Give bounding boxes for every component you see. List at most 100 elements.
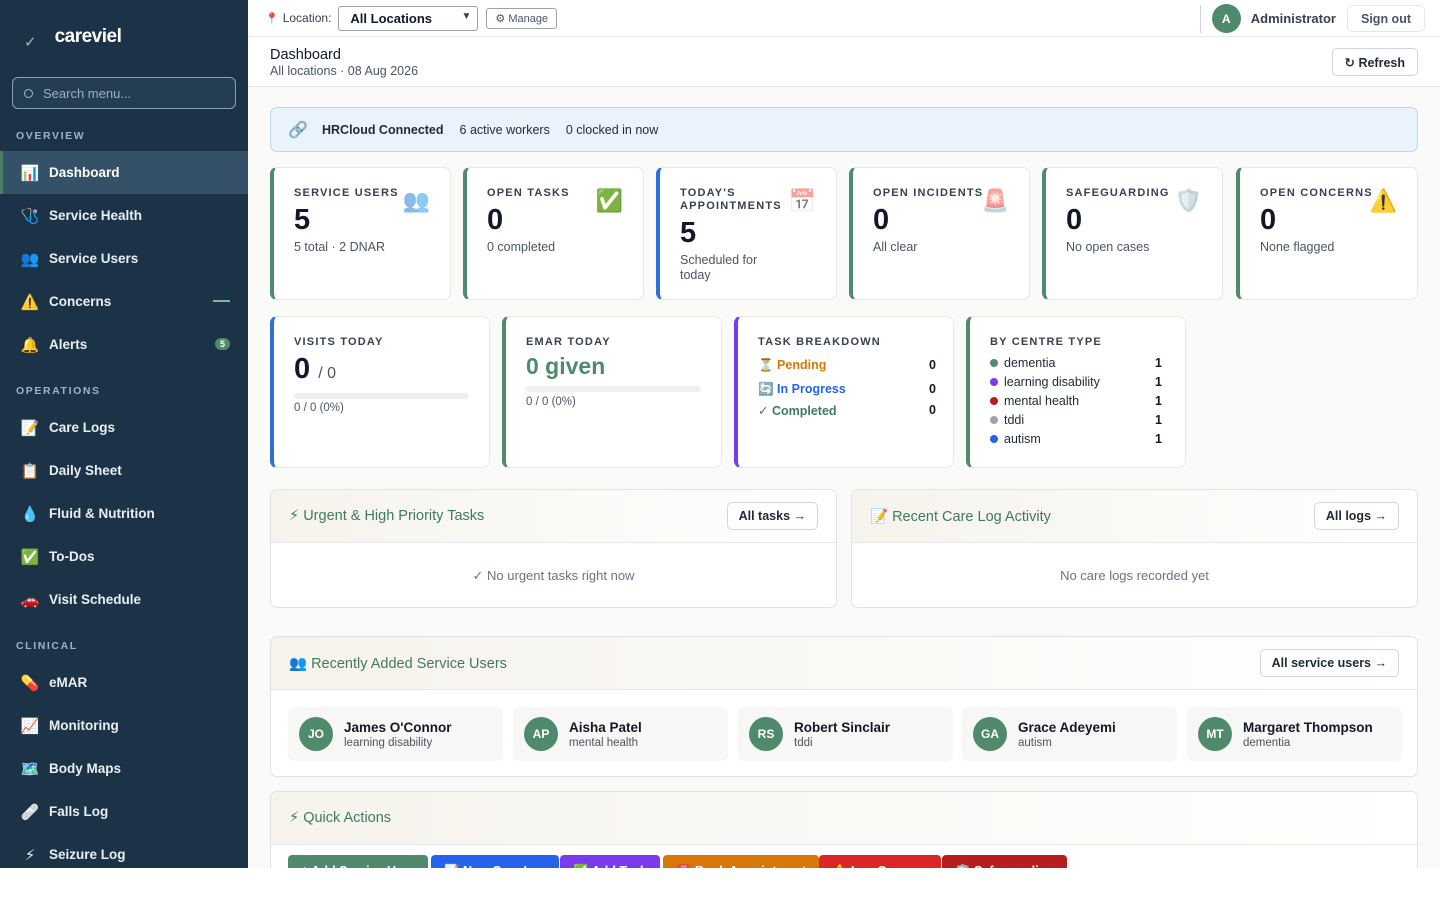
- sidebar-item-fluid-nutrition[interactable]: 💧 Fluid & Nutrition: [0, 492, 248, 535]
- stat-label: TASK BREAKDOWN: [758, 336, 881, 348]
- sidebar-item-todos[interactable]: ✅ To-Dos: [0, 535, 248, 578]
- sidebar-item-falls-log[interactable]: 🩹 Falls Log: [0, 790, 248, 833]
- sidebar-item-daily-sheet[interactable]: 📋 Daily Sheet: [0, 449, 248, 492]
- link-icon: 🔗: [288, 121, 308, 139]
- sidebar-item-label: Daily Sheet: [49, 463, 122, 478]
- location-select[interactable]: All Locations ▼: [338, 5, 479, 31]
- safeguarding-button[interactable]: 🛡️ Safeguarding: [942, 855, 1067, 868]
- alerts-count-badge: 5: [214, 338, 230, 350]
- user-area: A Administrator Sign out: [1199, 0, 1440, 37]
- search-input[interactable]: [43, 85, 223, 101]
- bell-icon: 🔔: [20, 336, 40, 354]
- service-user-name: James O'Connor: [344, 720, 452, 735]
- visits-progress-bar: [294, 393, 469, 399]
- log-concern-button[interactable]: ⚠️ Log Concern: [819, 855, 942, 868]
- task-status-label: 🔄 In Progress: [758, 382, 846, 396]
- stat-value: 0: [487, 204, 504, 236]
- all-logs-button[interactable]: All logs →: [1313, 502, 1399, 530]
- sidebar-item-visit-schedule[interactable]: 🚗 Visit Schedule: [0, 578, 248, 621]
- sidebar-item-label: Monitoring: [49, 718, 119, 733]
- search-box[interactable]: [12, 77, 236, 109]
- task-count: 0: [929, 403, 936, 417]
- clocked-in: 0 clocked in now: [565, 122, 659, 137]
- legend-dot: [990, 378, 998, 386]
- centre-type-label: autism: [1004, 432, 1041, 446]
- map-icon: 🗺️: [20, 760, 40, 778]
- all-tasks-button[interactable]: All tasks →: [726, 502, 818, 530]
- sidebar-item-monitoring[interactable]: 📈 Monitoring: [0, 704, 248, 747]
- add-task-button[interactable]: ✅ Add Task: [560, 855, 660, 868]
- panel-header: 👥 Recently Added Service Users All servi…: [271, 637, 1417, 690]
- service-user-card[interactable]: MT Margaret Thompson dementia: [1187, 707, 1402, 761]
- manage-locations-button[interactable]: ⚙ Manage: [486, 7, 558, 29]
- legend-dot: [990, 416, 998, 424]
- visits-value: 0: [294, 353, 311, 385]
- add-service-user-button[interactable]: + Add Service User: [288, 855, 428, 868]
- sidebar-item-label: Alerts: [49, 337, 88, 352]
- service-user-card[interactable]: AP Aisha Patel mental health: [513, 707, 728, 761]
- stat-card-safeguarding[interactable]: SAFEGUARDING 0 No open cases 🛡️: [1042, 167, 1223, 300]
- sidebar-item-body-maps[interactable]: 🗺️ Body Maps: [0, 747, 248, 790]
- shield-icon: 🛡️: [1174, 188, 1202, 213]
- centre-type-row: learning disability 1: [990, 375, 1162, 389]
- refresh-button[interactable]: ↻ Refresh: [1331, 48, 1418, 76]
- service-user-card[interactable]: GA Grace Adeyemi autism: [962, 707, 1177, 761]
- centre-type-row: autism 1: [990, 432, 1162, 446]
- task-row-pending[interactable]: ⏳ Pending 0: [758, 358, 936, 373]
- stat-value: 0 given: [526, 353, 606, 379]
- stat-card-open-tasks[interactable]: OPEN TASKS 0 0 completed ✅: [463, 167, 644, 300]
- sign-out-button[interactable]: Sign out: [1347, 5, 1425, 32]
- service-user-card[interactable]: RS Robert Sinclair tddi: [738, 707, 953, 761]
- brand[interactable]: ✓ careviel: [0, 0, 248, 74]
- stat-card-emar-today[interactable]: EMAR TODAY 0 given 0 / 0 (0%): [502, 316, 722, 468]
- task-row-completed[interactable]: ✓ Completed 0: [758, 403, 936, 418]
- service-user-type: learning disability: [344, 737, 433, 749]
- empty-state: No care logs recorded yet: [1060, 568, 1209, 583]
- panel-header: ⚡ Quick Actions: [271, 792, 1417, 845]
- sidebar-item-dashboard[interactable]: 📊 Dashboard: [0, 151, 248, 194]
- avatar[interactable]: A: [1211, 4, 1241, 33]
- sidebar-item-alerts[interactable]: 🔔 Alerts 5: [0, 323, 248, 366]
- location-select-value: All Locations: [350, 10, 433, 26]
- service-user-type: mental health: [569, 737, 639, 749]
- sidebar-item-emar[interactable]: 💊 eMAR: [0, 661, 248, 704]
- droplet-icon: 💧: [20, 505, 40, 523]
- stat-card-open-concerns[interactable]: OPEN CONCERNS 0 None flagged ⚠️: [1236, 167, 1418, 300]
- stat-card-open-incidents[interactable]: OPEN INCIDENTS 0 All clear 🚨: [849, 167, 1030, 300]
- warning-icon: ⚠️: [20, 293, 40, 311]
- panel-header: 📝 Recent Care Log Activity All logs →: [852, 490, 1417, 543]
- sidebar-item-label: Care Logs: [49, 420, 116, 435]
- task-status-label: ⏳ Pending: [758, 358, 827, 372]
- avatar: RS: [749, 717, 783, 751]
- stethoscope-icon: 🩺: [20, 207, 40, 225]
- stat-sub: 5 total · 2 DNAR: [294, 240, 386, 254]
- stat-value: 0: [1066, 204, 1083, 236]
- chevron-down-icon: ▼: [461, 10, 472, 22]
- stat-card-visits-today[interactable]: VISITS TODAY 0 / 0 0 / 0 (0%): [270, 316, 490, 468]
- page-header: Dashboard All locations · 08 Aug 2026 ↻ …: [248, 37, 1440, 87]
- stat-value: 0 / 0: [294, 353, 336, 386]
- sidebar-item-label: To-Dos: [49, 549, 95, 564]
- service-user-card[interactable]: JO James O'Connor learning disability: [288, 707, 503, 761]
- warning-icon: ⚠️: [1369, 188, 1397, 213]
- book-appointment-button[interactable]: 📅 Book Appointment: [663, 855, 820, 868]
- legend-dot: [990, 397, 998, 405]
- stat-card-appointments[interactable]: TODAY'S APPOINTMENTS 5 Scheduled for tod…: [656, 167, 837, 300]
- sidebar-item-seizure-log[interactable]: ⚡ Seizure Log: [0, 833, 248, 868]
- sidebar-item-concerns[interactable]: ⚠️ Concerns: [0, 280, 248, 323]
- centre-type-label: mental health: [1004, 394, 1080, 408]
- task-row-in-progress[interactable]: 🔄 In Progress 0: [758, 382, 936, 397]
- checkbox-icon: ✅: [595, 188, 623, 213]
- task-breakdown-card: TASK BREAKDOWN ⏳ Pending 0 🔄 In Progress…: [734, 316, 954, 468]
- legend-dot: [990, 435, 998, 443]
- new-care-log-button[interactable]: 📝 New Care Log: [431, 855, 560, 868]
- stat-card-service-users[interactable]: SERVICE USERS 5 5 total · 2 DNAR 👥: [270, 167, 451, 300]
- clipboard-icon: 📋: [20, 462, 40, 480]
- page-subtitle: All locations · 08 Aug 2026: [270, 64, 419, 78]
- all-service-users-button[interactable]: All service users →: [1259, 649, 1399, 677]
- stat-sub: All clear: [873, 240, 918, 254]
- sidebar-item-service-users[interactable]: 👥 Service Users: [0, 237, 248, 280]
- sidebar-item-service-health[interactable]: 🩺 Service Health: [0, 194, 248, 237]
- service-user-name: Grace Adeyemi: [1018, 720, 1116, 735]
- sidebar-item-care-logs[interactable]: 📝 Care Logs: [0, 406, 248, 449]
